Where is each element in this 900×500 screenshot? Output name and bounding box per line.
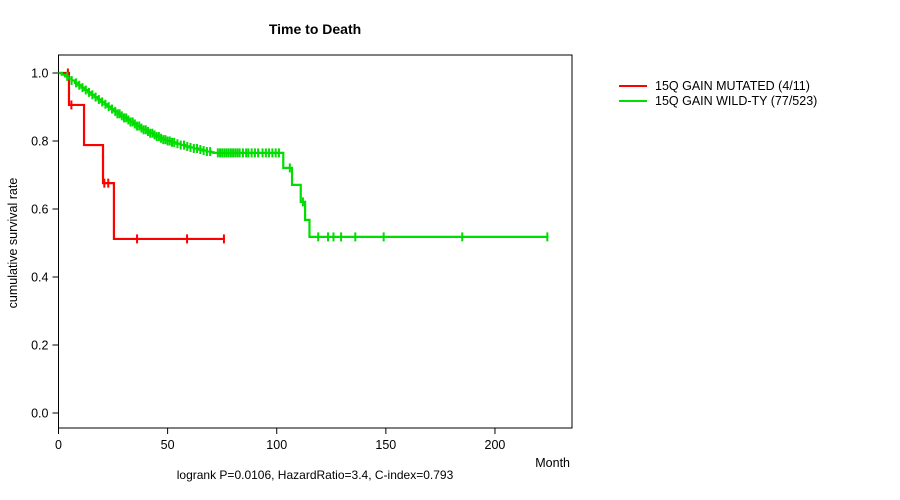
legend-label-mutated: 15Q GAIN MUTATED (4/11)	[655, 78, 810, 93]
y-tick-label: 0.0	[31, 407, 48, 421]
y-tick-label: 0.4	[31, 271, 48, 285]
y-tick-label: 0.6	[31, 203, 48, 217]
legend: 15Q GAIN MUTATED (4/11) 15Q GAIN WILD-TY…	[619, 78, 817, 108]
y-axis-label: cumulative survival rate	[6, 177, 20, 309]
legend-label-wildtype: 15Q GAIN WILD-TY (77/523)	[655, 93, 818, 108]
legend-line-green-icon	[619, 99, 647, 102]
x-tick-label: 150	[375, 438, 396, 452]
x-axis-label: Month	[535, 456, 570, 470]
legend-item-mutated: 15Q GAIN MUTATED (4/11)	[619, 78, 817, 93]
y-tick-label: 0.8	[31, 135, 48, 149]
x-tick-label: 100	[266, 438, 287, 452]
legend-item-wildtype: 15Q GAIN WILD-TY (77/523)	[619, 93, 817, 108]
x-tick-label: 200	[485, 438, 506, 452]
x-tick-label: 50	[161, 438, 175, 452]
chart-title: Time to Death	[268, 21, 362, 37]
survival-curve-wildtype	[58, 71, 549, 238]
x-tick-label: 0	[55, 438, 62, 452]
plot-box	[58, 54, 573, 429]
y-tick-label: 1.0	[31, 67, 48, 81]
survival-curve-mutated	[58, 71, 226, 241]
stats-caption: logrank P=0.0106, HazardRatio=3.4, C-ind…	[176, 468, 454, 482]
legend-line-red-icon	[619, 84, 647, 87]
y-tick-label: 0.2	[31, 339, 48, 353]
